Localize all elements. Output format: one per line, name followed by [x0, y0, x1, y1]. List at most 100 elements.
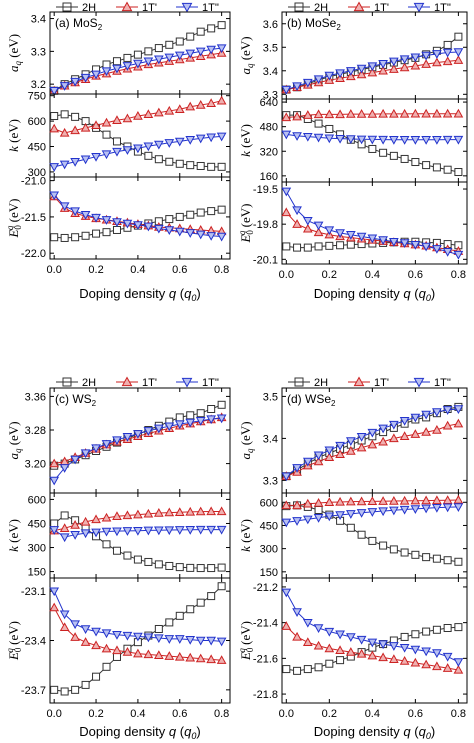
- data-point: [174, 51, 185, 61]
- data-point: [165, 157, 174, 166]
- data-point: [302, 223, 313, 233]
- data-point: [133, 648, 143, 658]
- data-point: [165, 618, 174, 627]
- y-tick-label: -23.4: [21, 636, 46, 648]
- data-point: [357, 530, 366, 539]
- data-point: [112, 652, 121, 661]
- data-point: [442, 248, 453, 257]
- data-point: [302, 110, 313, 119]
- panel-b: 2H 1T' 1T'' 3.3 3.4 3.5 3.6 aq (eV) (b) MoSe2 160…: [237, 1, 468, 303]
- data-point: [59, 464, 70, 473]
- data-point: [367, 508, 378, 517]
- series-2H: [50, 511, 226, 573]
- y-axis-label: E0q (eV): [237, 621, 255, 661]
- data-point: [432, 495, 442, 505]
- data-point: [133, 110, 143, 120]
- series-1Tpp: [49, 525, 227, 543]
- subplot-1: 160 320 480 640 k (eV): [238, 97, 468, 183]
- data-point: [49, 526, 60, 535]
- legend-marker-1: [121, 376, 133, 387]
- data-point: [133, 59, 143, 69]
- data-point: [292, 631, 302, 641]
- data-point: [432, 424, 442, 434]
- data-point: [378, 507, 388, 517]
- subplot-2: -23.7 -23.4 -23.1 E0q (eV) 0.0 0.2 0.4 0.6 0.8: [5, 577, 231, 720]
- data-point: [345, 437, 356, 446]
- data-point: [112, 147, 122, 157]
- data-point: [421, 136, 431, 145]
- data-point: [421, 427, 431, 436]
- data-point: [292, 132, 302, 141]
- data-point: [185, 136, 196, 145]
- panel-title: (b) MoSe2: [287, 16, 341, 32]
- data-point: [335, 441, 345, 451]
- data-point: [313, 498, 324, 507]
- data-point: [410, 505, 421, 514]
- y-axis-label: k (eV): [238, 124, 253, 157]
- legend-label-2: 1T'': [434, 377, 451, 389]
- data-point: [165, 561, 174, 570]
- y-tick-label: 160: [260, 171, 278, 183]
- data-point: [91, 640, 101, 650]
- data-point: [410, 240, 421, 250]
- data-point: [411, 158, 420, 167]
- legend-label-0: 2H: [82, 377, 96, 389]
- data-point: [356, 232, 367, 242]
- x-axis-label: Doping density q (q0): [79, 286, 200, 303]
- data-point: [293, 666, 302, 675]
- data-point: [217, 205, 226, 214]
- data-point: [164, 526, 175, 536]
- data-point: [367, 62, 378, 72]
- y-tick-label: -19.8: [253, 219, 278, 231]
- data-point: [174, 651, 185, 661]
- data-point: [143, 526, 154, 536]
- y-tick-label: -21.8: [253, 689, 278, 701]
- data-point: [71, 112, 80, 121]
- data-point: [91, 152, 101, 162]
- data-point: [195, 99, 206, 109]
- data-point: [389, 238, 399, 247]
- data-point: [70, 632, 80, 641]
- series-1Tpp: [49, 587, 227, 647]
- data-point: [59, 82, 70, 91]
- data-point: [133, 509, 143, 519]
- data-point: [101, 643, 112, 653]
- legend-marker-2: [181, 377, 193, 388]
- data-point: [164, 226, 175, 236]
- data-point: [324, 71, 335, 81]
- legend-marker-1: [353, 1, 365, 12]
- y-tick-label: 3.3: [263, 475, 278, 487]
- data-point: [92, 229, 101, 238]
- data-point: [112, 218, 122, 228]
- data-point: [207, 564, 216, 573]
- y-tick-label: 3.5: [263, 42, 278, 54]
- y-tick-label: 3.6: [263, 19, 278, 31]
- data-point: [195, 653, 206, 663]
- data-point: [454, 623, 463, 632]
- data-point: [345, 67, 356, 76]
- data-point: [356, 442, 367, 452]
- series-1Tpp: [281, 588, 464, 667]
- legend-label-0: 2H: [82, 2, 96, 14]
- data-point: [389, 57, 399, 67]
- data-point: [165, 40, 174, 49]
- x-tick-label: 0.0: [47, 264, 62, 276]
- data-point: [442, 652, 453, 662]
- y-tick-label: 3.5: [263, 391, 278, 403]
- data-point: [367, 638, 378, 648]
- data-point: [399, 431, 410, 440]
- data-point: [174, 137, 185, 147]
- y-tick-label: -21.6: [253, 653, 278, 665]
- data-point: [281, 621, 292, 630]
- y-tick-label: 640: [260, 97, 278, 109]
- y-tick-label: 3.4: [263, 66, 278, 78]
- data-point: [302, 457, 313, 467]
- data-point: [122, 646, 133, 656]
- data-point: [206, 654, 217, 664]
- data-point: [367, 439, 378, 449]
- data-point: [196, 564, 205, 573]
- data-point: [206, 133, 217, 143]
- data-point: [325, 659, 334, 668]
- x-tick-label: 0.6: [172, 708, 187, 720]
- data-point: [196, 409, 205, 418]
